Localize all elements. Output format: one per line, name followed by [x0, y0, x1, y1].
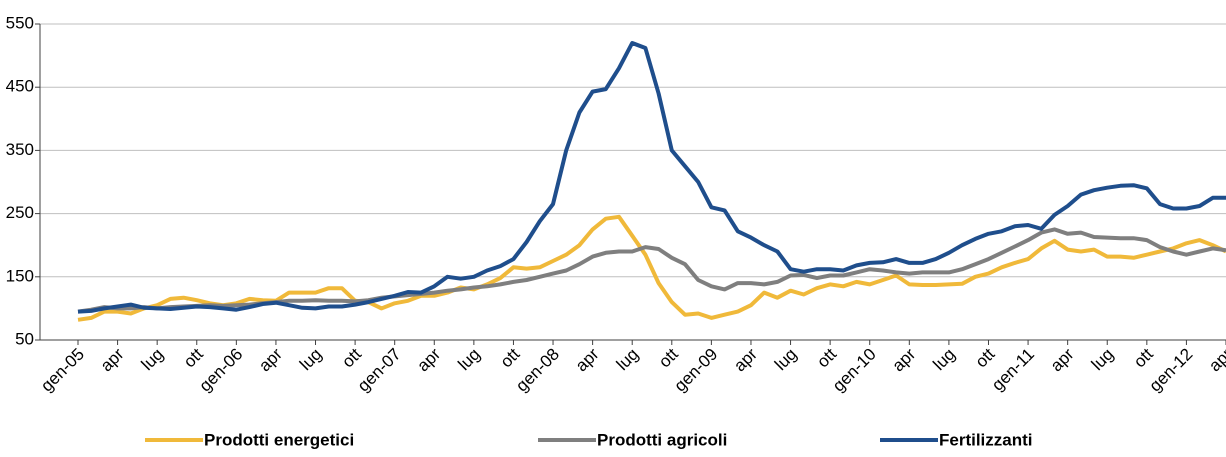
- y-tick-label: 450: [6, 77, 34, 96]
- x-tick-label: gen-12: [1146, 345, 1197, 396]
- legend-text: Prodotti agricoli: [597, 430, 727, 449]
- x-tick-label: ott: [180, 344, 207, 371]
- series-line: [77, 214, 1226, 322]
- x-tick-label: ott: [1130, 344, 1157, 371]
- x-tick-label: lug: [929, 345, 958, 374]
- y-tick-label: 350: [6, 140, 34, 159]
- x-tick-label: lug: [771, 345, 800, 374]
- x-tick-label: apr: [888, 344, 919, 375]
- legend-text: Fertilizzanti: [939, 430, 1033, 449]
- x-tick-label: ott: [338, 344, 365, 371]
- x-tick-label: gen-06: [195, 345, 246, 396]
- x-tick-label: apr: [1047, 344, 1078, 375]
- y-tick-label: 250: [6, 203, 34, 222]
- y-tick-label: 150: [6, 266, 34, 285]
- x-tick-label: lug: [296, 345, 325, 374]
- x-tick-label: gen-07: [354, 345, 405, 396]
- x-tick-label: gen-10: [829, 345, 880, 396]
- x-tick-label: ott: [813, 344, 840, 371]
- y-tick-label: 50: [15, 329, 34, 348]
- x-tick-label: apr: [413, 344, 444, 375]
- x-tick-label: apr: [572, 344, 603, 375]
- legend-text: Prodotti energetici: [204, 430, 354, 449]
- x-tick-label: ott: [655, 344, 682, 371]
- x-tick-label: apr: [1205, 344, 1226, 375]
- x-tick-label: ott: [972, 344, 999, 371]
- x-tick-label: lug: [613, 345, 642, 374]
- x-tick-label: gen-05: [37, 345, 88, 396]
- y-tick-label: 550: [6, 13, 34, 32]
- x-tick-label: gen-09: [671, 345, 722, 396]
- x-tick-label: apr: [255, 344, 286, 375]
- x-tick-label: ott: [497, 344, 524, 371]
- x-tick-label: gen-11: [988, 345, 1038, 395]
- x-tick-label: apr: [730, 344, 761, 375]
- x-tick-label: lug: [1088, 345, 1117, 374]
- x-tick-label: lug: [454, 345, 483, 374]
- series-line: [77, 41, 1226, 314]
- x-tick-label: lug: [138, 345, 167, 374]
- x-tick-label: gen-08: [512, 345, 563, 396]
- x-tick-label: apr: [97, 344, 128, 375]
